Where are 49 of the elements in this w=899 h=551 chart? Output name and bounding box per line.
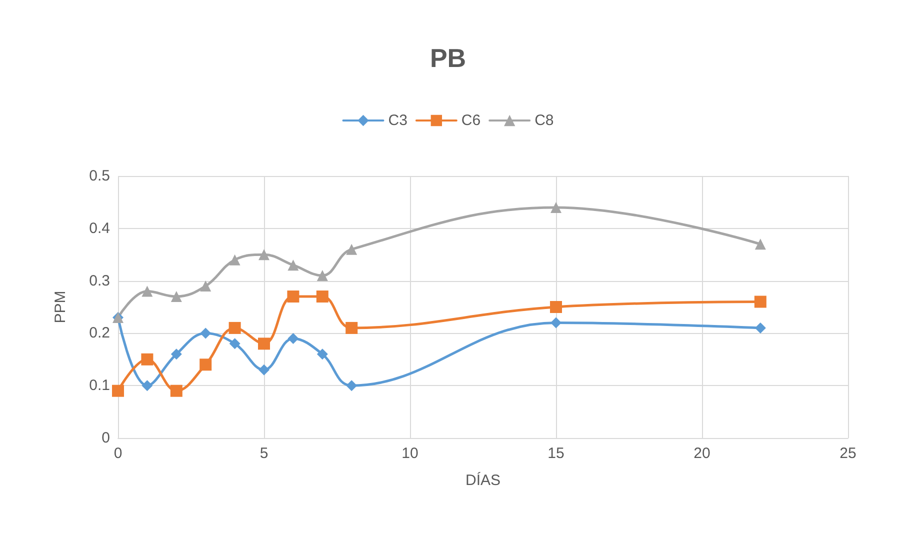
point (142, 286, 153, 297)
y-tick-label: 0 (102, 430, 110, 446)
point (170, 348, 182, 360)
point (200, 280, 212, 292)
x-tick-label: 10 (402, 445, 418, 462)
point (229, 338, 240, 350)
point (288, 260, 299, 271)
point (200, 358, 212, 371)
x-axis-title: DÍAS (465, 471, 501, 489)
point (754, 238, 766, 250)
point (142, 380, 153, 392)
chart-title: PB (430, 43, 466, 73)
point (550, 202, 562, 213)
point (141, 353, 154, 366)
y-tick-label: 0.1 (89, 377, 110, 394)
x-tick-label: 25 (840, 445, 856, 462)
point (228, 322, 241, 334)
point (346, 322, 358, 334)
point (316, 348, 328, 360)
y-axis-title: PPM (52, 290, 69, 324)
point (288, 332, 299, 344)
point (112, 384, 124, 397)
y-tick-label: 0.5 (89, 168, 110, 184)
point (346, 244, 358, 255)
point (754, 322, 766, 334)
point (550, 301, 562, 313)
point (346, 380, 358, 392)
point (550, 317, 562, 328)
x-tick-label: 0 (114, 445, 122, 462)
y-tick-label: 0.3 (89, 272, 110, 290)
point (316, 290, 328, 303)
legend-label: C6 (461, 112, 481, 129)
point (287, 290, 300, 303)
point (754, 296, 766, 308)
legend-label: C8 (534, 112, 554, 129)
point (258, 364, 270, 376)
y-tick-label: 0.4 (89, 220, 110, 237)
point (229, 254, 240, 266)
point (258, 338, 270, 350)
point (258, 249, 270, 260)
x-tick-label: 5 (260, 445, 268, 462)
point (200, 328, 212, 339)
x-tick-label: 20 (694, 445, 710, 462)
x-tick-label: 15 (548, 445, 564, 462)
y-tick-label: 0.2 (89, 324, 110, 342)
point (170, 291, 182, 302)
point (170, 384, 182, 397)
legend-label: C3 (388, 112, 408, 129)
point (316, 270, 328, 282)
